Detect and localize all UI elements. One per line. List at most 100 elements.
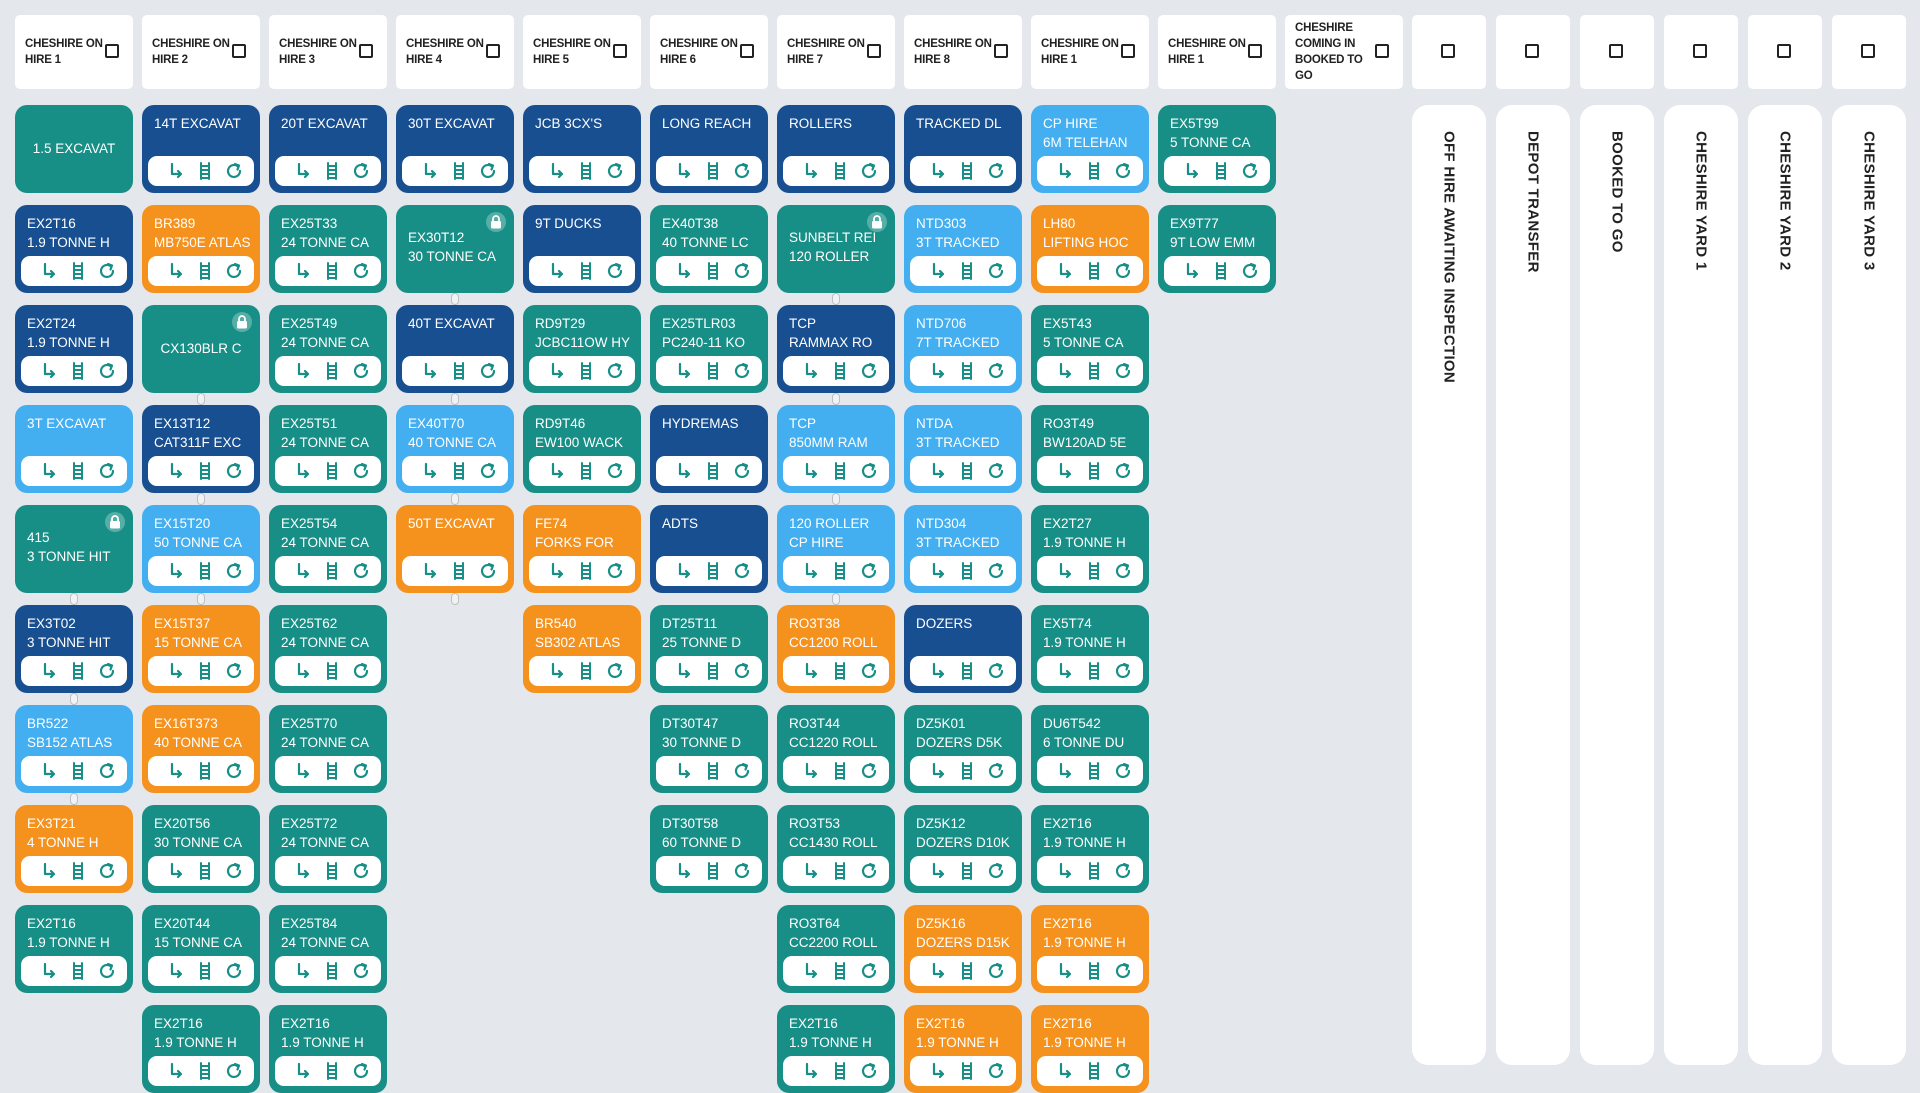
ladder-icon[interactable] — [703, 661, 723, 681]
ladder-icon[interactable] — [195, 461, 215, 481]
ladder-icon[interactable] — [1084, 1061, 1104, 1081]
equipment-card[interactable]: EX20T44 15 TONNE CA — [142, 905, 260, 993]
equipment-card[interactable]: EX25T54 24 TONNE CA — [269, 505, 387, 593]
equipment-card[interactable]: EX25TLR03 PC240-11 KO — [650, 305, 768, 393]
link-icon[interactable] — [293, 761, 313, 781]
link-icon[interactable] — [674, 261, 694, 281]
refresh-icon[interactable] — [224, 861, 244, 881]
link-icon[interactable] — [547, 161, 567, 181]
ladder-icon[interactable] — [195, 561, 215, 581]
equipment-card[interactable]: LONG REACH — [650, 105, 768, 193]
refresh-icon[interactable] — [224, 761, 244, 781]
ladder-icon[interactable] — [322, 1061, 342, 1081]
link-icon[interactable] — [674, 461, 694, 481]
ladder-icon[interactable] — [957, 661, 977, 681]
refresh-icon[interactable] — [986, 861, 1006, 881]
swimlane[interactable]: CHESHIRE YARD 2 — [1748, 105, 1822, 1065]
refresh-icon[interactable] — [605, 261, 625, 281]
refresh-icon[interactable] — [859, 461, 879, 481]
link-icon[interactable] — [39, 461, 59, 481]
link-icon[interactable] — [420, 161, 440, 181]
ladder-icon[interactable] — [449, 561, 469, 581]
equipment-card[interactable]: BR522 SB152 ATLAS — [15, 705, 133, 793]
ladder-icon[interactable] — [1211, 261, 1231, 281]
link-icon[interactable] — [166, 161, 186, 181]
ladder-icon[interactable] — [576, 461, 596, 481]
ladder-icon[interactable] — [68, 961, 88, 981]
link-icon[interactable] — [801, 361, 821, 381]
equipment-card[interactable]: EX16T373 40 TONNE CA — [142, 705, 260, 793]
equipment-card[interactable]: EX25T70 24 TONNE CA — [269, 705, 387, 793]
refresh-icon[interactable] — [986, 461, 1006, 481]
refresh-icon[interactable] — [1113, 561, 1133, 581]
equipment-card[interactable]: FE74 FORKS FOR — [523, 505, 641, 593]
refresh-icon[interactable] — [224, 1061, 244, 1081]
equipment-card[interactable]: RD9T29 JCBC11OW HY — [523, 305, 641, 393]
link-icon[interactable] — [420, 461, 440, 481]
ladder-icon[interactable] — [1211, 161, 1231, 181]
checkbox-icon[interactable] — [1441, 44, 1455, 58]
link-icon[interactable] — [1055, 761, 1075, 781]
ladder-icon[interactable] — [195, 161, 215, 181]
link-icon[interactable] — [293, 261, 313, 281]
equipment-card[interactable]: TCP 850MM RAM — [777, 405, 895, 493]
equipment-card[interactable]: DZ5K01 DOZERS D5K — [904, 705, 1022, 793]
refresh-icon[interactable] — [224, 961, 244, 981]
equipment-card[interactable]: 20T EXCAVAT — [269, 105, 387, 193]
equipment-card[interactable]: EX2T16 1.9 TONNE H — [1031, 905, 1149, 993]
ladder-icon[interactable] — [1084, 861, 1104, 881]
ladder-icon[interactable] — [957, 561, 977, 581]
refresh-icon[interactable] — [986, 261, 1006, 281]
refresh-icon[interactable] — [1113, 1061, 1133, 1081]
ladder-icon[interactable] — [449, 361, 469, 381]
ladder-icon[interactable] — [957, 261, 977, 281]
equipment-card[interactable]: EX2T27 1.9 TONNE H — [1031, 505, 1149, 593]
link-icon[interactable] — [293, 161, 313, 181]
refresh-icon[interactable] — [351, 561, 371, 581]
equipment-card[interactable]: EX2T16 1.9 TONNE H — [15, 205, 133, 293]
equipment-card[interactable]: NTD304 3T TRACKED — [904, 505, 1022, 593]
equipment-card[interactable]: EX2T16 1.9 TONNE H — [904, 1005, 1022, 1093]
ladder-icon[interactable] — [703, 361, 723, 381]
equipment-card[interactable]: ADTS — [650, 505, 768, 593]
refresh-icon[interactable] — [859, 861, 879, 881]
equipment-card[interactable]: DT30T58 60 TONNE D — [650, 805, 768, 893]
equipment-card[interactable]: EX13T12 CAT311F EXC — [142, 405, 260, 493]
equipment-card[interactable]: CP HIRE 6M TELEHAN — [1031, 105, 1149, 193]
equipment-card[interactable]: HYDREMAS — [650, 405, 768, 493]
link-icon[interactable] — [166, 861, 186, 881]
checkbox-icon[interactable] — [1525, 44, 1539, 58]
refresh-icon[interactable] — [732, 361, 752, 381]
equipment-card[interactable]: ROLLERS — [777, 105, 895, 193]
ladder-icon[interactable] — [957, 461, 977, 481]
ladder-icon[interactable] — [68, 461, 88, 481]
swimlane[interactable]: CHESHIRE YARD 3 — [1832, 105, 1906, 1065]
link-icon[interactable] — [166, 761, 186, 781]
equipment-card[interactable]: 1.5 EXCAVAT — [15, 105, 133, 193]
ladder-icon[interactable] — [830, 361, 850, 381]
link-icon[interactable] — [928, 161, 948, 181]
link-icon[interactable] — [928, 761, 948, 781]
equipment-card[interactable]: 40T EXCAVAT — [396, 305, 514, 393]
refresh-icon[interactable] — [97, 761, 117, 781]
equipment-card[interactable]: EX5T74 1.9 TONNE H — [1031, 605, 1149, 693]
link-icon[interactable] — [293, 461, 313, 481]
link-icon[interactable] — [39, 261, 59, 281]
refresh-icon[interactable] — [1113, 261, 1133, 281]
refresh-icon[interactable] — [351, 361, 371, 381]
ladder-icon[interactable] — [195, 661, 215, 681]
refresh-icon[interactable] — [1113, 161, 1133, 181]
link-icon[interactable] — [166, 961, 186, 981]
refresh-icon[interactable] — [986, 1061, 1006, 1081]
checkbox-icon[interactable] — [486, 44, 500, 58]
refresh-icon[interactable] — [732, 461, 752, 481]
checkbox-icon[interactable] — [613, 44, 627, 58]
ladder-icon[interactable] — [68, 361, 88, 381]
refresh-icon[interactable] — [478, 561, 498, 581]
link-icon[interactable] — [293, 961, 313, 981]
ladder-icon[interactable] — [957, 361, 977, 381]
ladder-icon[interactable] — [195, 1061, 215, 1081]
equipment-card[interactable]: RO3T53 CC1430 ROLL — [777, 805, 895, 893]
refresh-icon[interactable] — [351, 1061, 371, 1081]
checkbox-icon[interactable] — [232, 44, 246, 58]
